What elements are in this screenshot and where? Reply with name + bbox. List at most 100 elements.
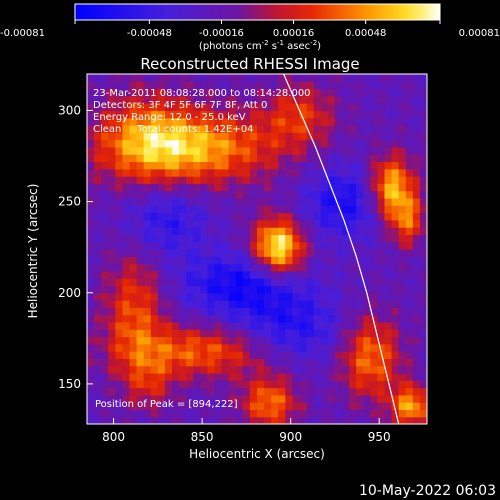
heatmap-cell [221, 336, 230, 345]
heatmap-cell [108, 81, 116, 90]
heatmap-cell [214, 81, 223, 90]
heatmap-cell [405, 270, 414, 279]
heatmap-cell [101, 336, 109, 345]
heatmap-cell [320, 183, 329, 192]
heatmap-cell [334, 307, 343, 316]
heatmap-cell [115, 161, 124, 170]
heatmap-cell [356, 190, 364, 199]
heatmap-cell [136, 402, 145, 411]
heatmap-cell [342, 110, 350, 119]
heatmap-cell [342, 205, 350, 214]
heatmap-cell [419, 168, 427, 177]
heatmap-cell [228, 409, 237, 418]
heatmap-cell [257, 241, 265, 250]
heatmap-cell [122, 270, 131, 279]
heatmap-cell [150, 314, 159, 323]
heatmap-cell [150, 343, 159, 352]
heatmap-cell [242, 270, 251, 279]
heatmap-cell [122, 278, 131, 287]
heatmap-cell [306, 321, 315, 330]
heatmap-cell [257, 212, 265, 221]
heatmap-cell [143, 321, 152, 330]
heatmap-cell [150, 285, 159, 294]
heatmap-cell [342, 183, 350, 192]
heatmap-cell [264, 146, 272, 155]
heatmap-cell [179, 139, 187, 148]
heatmap-cell [200, 402, 209, 411]
heatmap-cell [327, 95, 336, 104]
heatmap-cell [94, 81, 102, 90]
heatmap-cell [143, 402, 152, 411]
heatmap-cell [278, 307, 286, 316]
heatmap-cell [221, 270, 230, 279]
heatmap-cell [207, 263, 216, 272]
heatmap-cell [313, 176, 322, 184]
heatmap-cell [101, 212, 109, 221]
heatmap-cell [129, 380, 138, 389]
heatmap-cell [228, 219, 237, 228]
heatmap-cell [101, 234, 109, 243]
heatmap-cell [257, 307, 265, 316]
heatmap-cell [419, 278, 427, 287]
heatmap-cell [221, 387, 230, 396]
heatmap-cell [278, 190, 286, 199]
heatmap-cell [122, 372, 131, 381]
heatmap-cell [334, 219, 343, 228]
heatmap-cell [370, 227, 379, 236]
heatmap-cell [356, 285, 364, 294]
heatmap-cell [398, 219, 407, 228]
heatmap-cell [129, 300, 138, 308]
heatmap-cell [150, 365, 159, 374]
heatmap-cell [306, 409, 315, 418]
heatmap-cell [257, 394, 265, 403]
heatmap-cell [207, 154, 216, 163]
heatmap-cell [186, 168, 194, 177]
heatmap-cell [235, 270, 244, 279]
heatmap-cell [157, 132, 166, 141]
heatmap-cell [377, 387, 386, 396]
heatmap-cell [249, 125, 258, 133]
heatmap-cell [207, 358, 216, 367]
heatmap-cell [292, 409, 301, 418]
heatmap-cell [221, 241, 230, 250]
heatmap-cell [94, 176, 102, 184]
heatmap-cell [306, 227, 315, 236]
heatmap-cell [285, 270, 294, 279]
heatmap-cell [412, 380, 421, 389]
heatmap-cell [87, 212, 95, 221]
heatmap-cell [179, 241, 187, 250]
heatmap-cell [249, 227, 258, 236]
heatmap-cell [412, 227, 421, 236]
heatmap-cell [405, 336, 414, 345]
heatmap-cell [313, 416, 322, 424]
heatmap-cell [164, 125, 173, 133]
heatmap-cell [257, 256, 265, 265]
heatmap-cell [150, 103, 159, 112]
heatmap-cell [356, 74, 364, 82]
heatmap-cell [363, 197, 371, 206]
heatmap-cell [320, 329, 329, 338]
heatmap-cell [221, 314, 230, 323]
heatmap-cell [398, 139, 407, 148]
heatmap-cell [242, 285, 251, 294]
heatmap-cell [334, 278, 343, 287]
heatmap-cell [249, 402, 258, 411]
heatmap-cell [242, 402, 251, 411]
heatmap-cell [193, 270, 201, 279]
heatmap-cell [164, 307, 173, 316]
heatmap-cell [405, 110, 414, 119]
heatmap-cell [377, 351, 386, 359]
heatmap-cell [405, 81, 414, 90]
heatmap-cell [391, 81, 400, 90]
heatmap-cell [257, 329, 265, 338]
heatmap-cell [164, 212, 173, 221]
heatmap-cell [186, 372, 194, 381]
heatmap-cell [306, 336, 315, 345]
heatmap-cell [285, 74, 294, 82]
heatmap-cell [349, 270, 357, 279]
heatmap-cell [129, 365, 138, 374]
heatmap-cell [200, 314, 209, 323]
heatmap-cell [235, 190, 244, 199]
heatmap-cell [157, 88, 166, 97]
heatmap-cell [200, 307, 209, 316]
